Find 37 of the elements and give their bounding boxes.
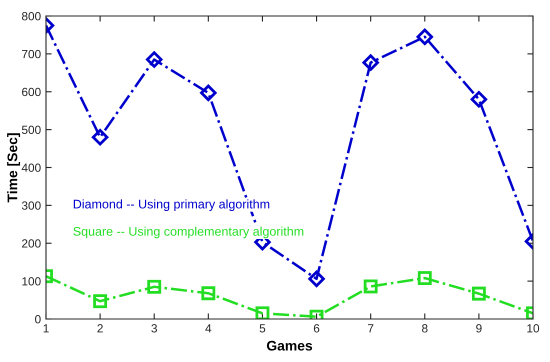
point (146, 51, 162, 68)
y-tick-label: 300 (22, 201, 41, 210)
point (147, 280, 162, 294)
point (92, 128, 108, 146)
point (472, 286, 486, 301)
point (416, 28, 434, 46)
series-label: Diamond -- Using primary algorithm (74, 199, 270, 211)
point (201, 286, 216, 300)
point (256, 306, 270, 319)
point (470, 91, 488, 108)
x-tick-label: 9 (476, 324, 482, 333)
y-tick-label: 500 (22, 126, 41, 134)
x-tick-label: 1 (44, 324, 49, 332)
text: Square -- Using complementary algorithm (73, 226, 304, 238)
point (418, 271, 432, 286)
point (362, 54, 379, 71)
point (308, 270, 325, 288)
y-axis-title: Time [Sec] (7, 133, 20, 202)
point (364, 279, 378, 294)
point (93, 294, 108, 308)
x-tick-label: 8 (422, 324, 428, 333)
x-axis-title: Games (266, 340, 312, 351)
x-tick-label: 7 (368, 324, 374, 332)
y-tick-label: 800 (22, 12, 41, 20)
x-tick-label: 6 (314, 324, 320, 333)
y-tick-label: 600 (22, 88, 41, 96)
x-tick-label: 3 (151, 324, 157, 333)
point (200, 84, 217, 102)
y-tick-label: 100 (22, 277, 41, 286)
x-tick-label: 4 (205, 324, 212, 332)
y-tick-label: 200 (22, 239, 41, 248)
y-tick-label: 0 (35, 315, 41, 324)
y-tick-label: 700 (22, 50, 41, 58)
x-tick-label: 10 (527, 324, 540, 333)
x-tick-label: 2 (97, 324, 103, 332)
y-tick-label: 400 (22, 164, 41, 172)
x-tick-label: 5 (260, 324, 266, 333)
